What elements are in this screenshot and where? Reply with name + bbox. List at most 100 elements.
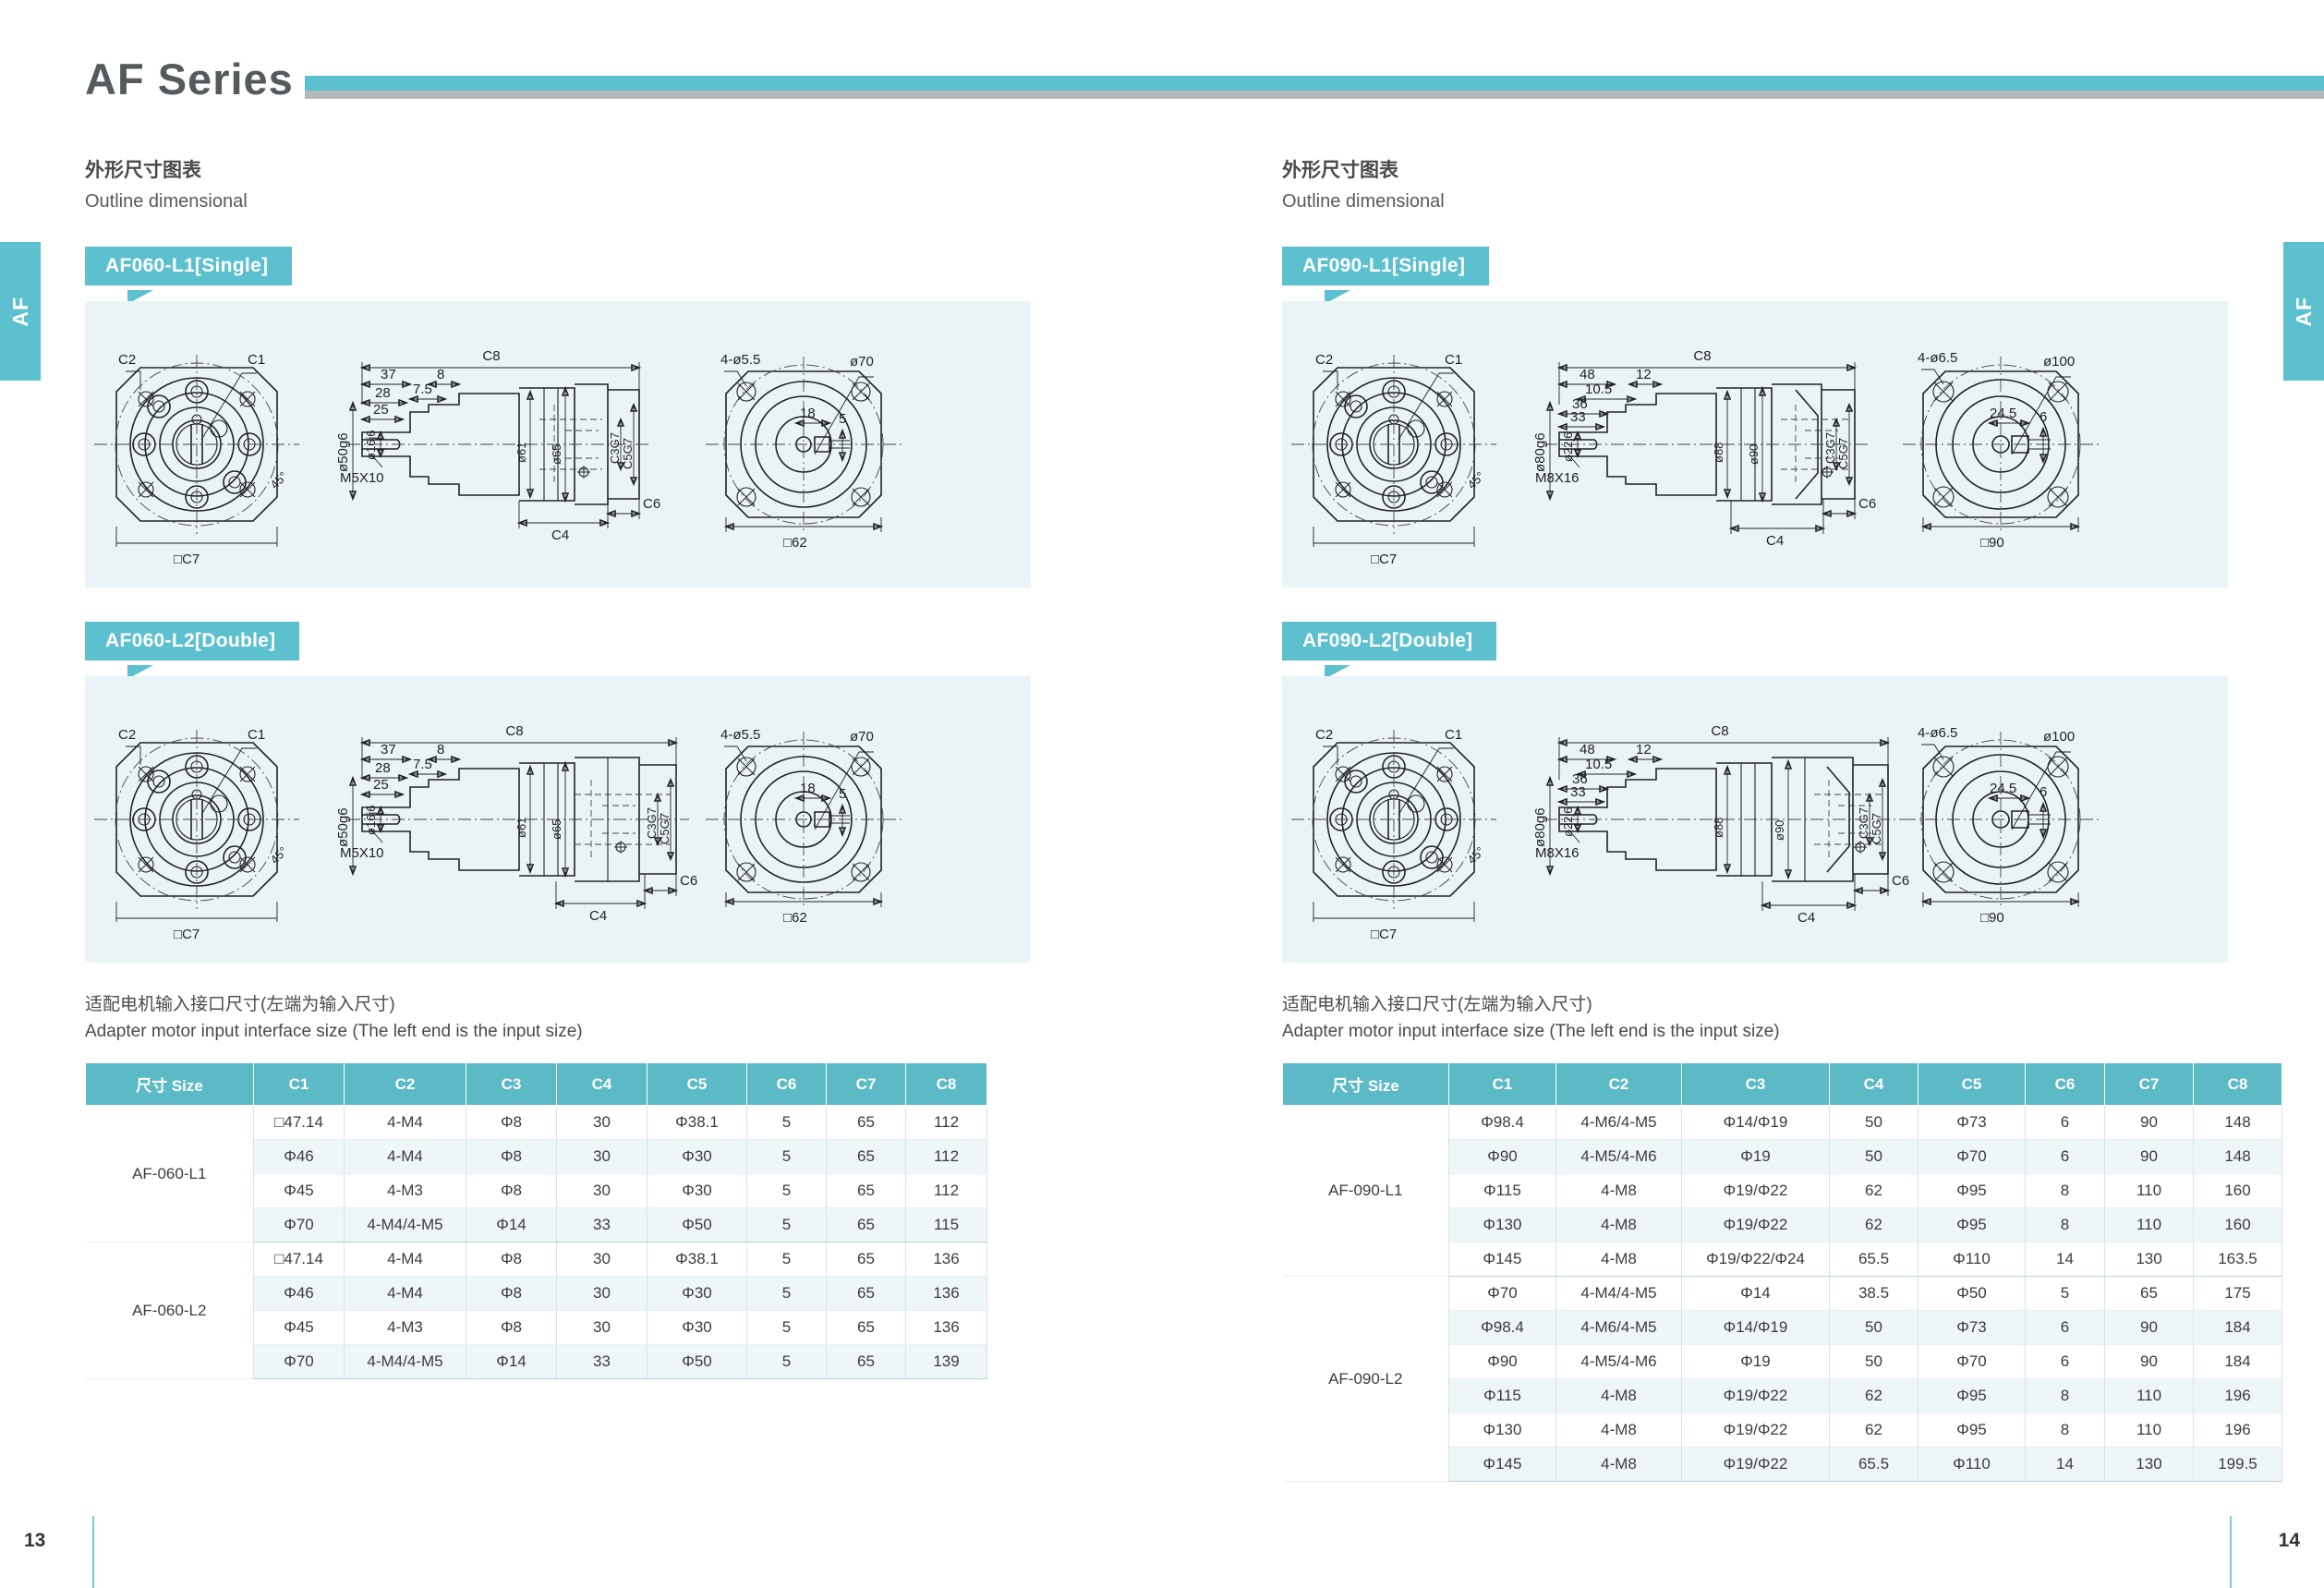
right-note-en: Adapter motor input interface size (The … <box>1282 1022 1780 1041</box>
left-section-title-en: Outline dimensional <box>85 191 248 212</box>
table-cell-c2: 4-M5/4-M6 <box>1555 1344 1682 1379</box>
label-c5g7-060a: C5G7 <box>621 438 635 469</box>
table-cell-c2: 4-M4/4-M5 <box>1555 1276 1682 1311</box>
table-cell-c4: 33 <box>556 1207 648 1243</box>
table-cell-c1: Φ45 <box>253 1173 345 1208</box>
table-cell-c2: 4-M3 <box>344 1173 466 1208</box>
table-cell-c4: 62 <box>1829 1173 1919 1208</box>
table-col-header-0: 尺寸 Size <box>1282 1062 1449 1106</box>
dim-c4-060a: C4 <box>551 527 569 543</box>
dim-105-090a: 10.5 <box>1585 382 1612 397</box>
table-cell-c8: 163.5 <box>2193 1242 2282 1277</box>
right-column: 外形尺寸图表 Outline dimensional AF090-L1[Sing… <box>1282 155 2324 1482</box>
table-cell-c5: Φ95 <box>1918 1378 2026 1413</box>
table-cell-c3: Φ14/Φ19 <box>1681 1105 1830 1140</box>
table-cell-c6: 14 <box>2025 1447 2105 1482</box>
table-cell-c3: Φ14/Φ19 <box>1681 1310 1830 1345</box>
table-row: Φ46 4-M4 Φ8 30 Φ30 5 65 112 <box>86 1139 987 1174</box>
dim-key-h-060a: 5 <box>839 411 846 427</box>
output-flange-view-090a: 4-ø6.5 ø100 24.5 6 □90 <box>1903 350 2099 551</box>
label-c2-090b: C2 <box>1315 727 1333 743</box>
table-col-header-5: C5 <box>647 1062 747 1106</box>
table-cell-c8: 175 <box>2193 1276 2282 1311</box>
table-row: Φ115 4-M8 Φ19/Φ22 62 Φ95 8 110 196 <box>1283 1378 2282 1413</box>
table-af090: 尺寸 Size C1 C2 C3 C4 C5 C6 C7 C8 AF-090-L1 Φ98.4 4-… <box>1282 1062 2282 1482</box>
table-row: Φ130 4-M8 Φ19/Φ22 62 Φ95 8 110 196 <box>1283 1412 2282 1448</box>
table-cell-c7: 130 <box>2104 1447 2194 1482</box>
dim-36-090a: 36 <box>1572 396 1588 412</box>
table-cell-c8: 184 <box>2193 1344 2282 1379</box>
label-holes-060b: 4-ø5.5 <box>720 727 760 743</box>
dim-shaft-dia-090a: ø22j6 <box>1561 431 1575 462</box>
table-cell-c2: 4-M6/4-M5 <box>1555 1310 1682 1345</box>
mount-holes-060b <box>736 757 871 882</box>
table-cell-c6: 5 <box>746 1242 827 1277</box>
label-c3g7-090b: C3G7 <box>1857 807 1870 839</box>
label-c2-060b: C2 <box>118 727 136 743</box>
table-cell-c7: 65 <box>826 1276 906 1311</box>
label-c1-090a: C1 <box>1445 352 1462 368</box>
dim-key-h-060b: 5 <box>839 786 846 802</box>
table-cell-c6: 14 <box>2025 1242 2105 1277</box>
output-flange-view-090b: 4-ø6.5 ø100 24.5 6 □90 <box>1903 725 2099 926</box>
dim-105-090b: 10.5 <box>1585 757 1612 772</box>
dim-33-090a: 33 <box>1570 409 1586 425</box>
table-cell-c8: 112 <box>905 1105 987 1140</box>
table-cell-c6: 8 <box>2025 1378 2105 1413</box>
input-flange-view-060a: C2 C1 45° □C7 <box>94 352 299 567</box>
label-c5g7-060b: C5G7 <box>658 813 672 844</box>
table-cell-c2: 4-M4 <box>344 1105 466 1140</box>
table-col-header-3: C3 <box>466 1062 557 1106</box>
table-cell-c5: Φ95 <box>1918 1412 2026 1448</box>
table-cell-c4: 30 <box>556 1139 648 1174</box>
table-cell-c8: 136 <box>905 1310 987 1345</box>
dim-body2-090b: ø90 <box>1773 820 1786 841</box>
table-cell-c8: 148 <box>2193 1105 2282 1140</box>
dim-body2-090a: ø90 <box>1747 444 1761 465</box>
table-cell-c5: Φ73 <box>1918 1310 2026 1345</box>
table-cell-c3: Φ8 <box>466 1173 557 1208</box>
dim-25-060b: 25 <box>373 777 389 793</box>
badge-af060-l2-wrap: AF060-L2[Double] <box>85 622 1161 679</box>
table-cell-c6: 5 <box>746 1344 827 1379</box>
dim-48-090b: 48 <box>1580 742 1595 758</box>
dim-key-h-090a: 6 <box>2040 409 2047 425</box>
table-cell-c7: 65 <box>826 1173 906 1208</box>
table-cell-c3: Φ14 <box>466 1344 557 1379</box>
table-cell-c4: 50 <box>1829 1344 1919 1379</box>
table-row: Φ98.4 4-M6/4-M5 Φ14/Φ19 50 Φ73 6 90 184 <box>1283 1310 2282 1345</box>
table-cell-c6: 5 <box>746 1310 827 1345</box>
table-row: AF-060-L2 □47.14 4-M4 Φ8 30 Φ38.1 5 65 136 <box>85 1242 987 1379</box>
table-cell-c1: Φ115 <box>1448 1173 1556 1208</box>
table-cell-c7: 130 <box>2104 1242 2194 1277</box>
table-cell-c3: Φ19/Φ22 <box>1681 1447 1830 1482</box>
table-cell-c8: 196 <box>2193 1378 2282 1413</box>
table-cell-c7: 110 <box>2104 1207 2194 1243</box>
table-cell-c4: 33 <box>556 1344 648 1379</box>
dim-key-w-060b: 18 <box>800 781 816 796</box>
section-view-090b: C8 48 12 10.5 36 33 <box>1532 723 1909 926</box>
dim-25-060a: 25 <box>373 402 389 418</box>
table-group-label: AF-090-L1 <box>1282 1105 1449 1277</box>
table-cell-c2: 4-M8 <box>1555 1412 1682 1448</box>
label-c1-060a: C1 <box>248 352 265 368</box>
label-thread-060b: M5X10 <box>340 845 384 861</box>
table-cell-c4: 62 <box>1829 1412 1919 1448</box>
table-cell-c1: Φ90 <box>1448 1344 1556 1379</box>
label-c1-090b: C1 <box>1445 727 1462 743</box>
dim-square-060b: □62 <box>783 910 807 926</box>
table-cell-c7: 65 <box>2104 1276 2194 1311</box>
tap-holes-060a <box>138 391 256 498</box>
page-number-left: 13 <box>24 1530 46 1551</box>
badge-af060-l1: AF060-L1[Single] <box>85 247 293 285</box>
table-cell-c8: 112 <box>905 1173 987 1208</box>
side-tab-right: AF <box>2283 242 2324 381</box>
dim-c4-090a: C4 <box>1766 533 1784 549</box>
dim-shaft-od-090a: ø80g6 <box>1532 432 1548 472</box>
table-cell-c7: 110 <box>2104 1378 2194 1413</box>
table-cell-c5: Φ30 <box>647 1173 747 1208</box>
table-cell-c3: Φ14 <box>1681 1276 1830 1311</box>
page-masthead: AF Series <box>0 0 2324 137</box>
label-angle-060b: 45° <box>268 844 291 867</box>
